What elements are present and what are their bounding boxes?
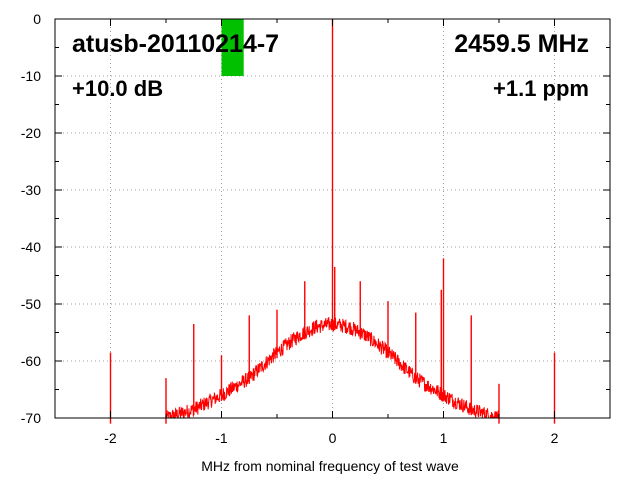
x-tick-label: 0 (329, 430, 337, 446)
y-tick-label: -40 (21, 239, 41, 255)
x-axis-title: MHz from nominal frequency of test wave (201, 458, 459, 474)
device-annotation: atusb-20110214-7 (72, 30, 279, 58)
deviation-annotation: +1.1 ppm (493, 76, 589, 101)
x-tick-label: 1 (440, 430, 448, 446)
y-tick-label: -20 (21, 125, 41, 141)
y-tick-label: -30 (21, 182, 41, 198)
tick-labels: -2 -1 0 1 20-10-20-30-40-50-60-70 (21, 11, 559, 446)
marker-box (221, 19, 244, 76)
frequency-annotation: 2459.5 MHz (454, 30, 589, 58)
y-tick-label: -60 (21, 353, 41, 369)
x-tick-label: -2 (104, 430, 117, 446)
y-tick-label: -10 (21, 68, 41, 84)
axis-ticks (55, 18, 610, 419)
y-tick-label: -50 (21, 296, 41, 312)
spur-series (109, 19, 556, 424)
x-tick-label: -1 (215, 430, 228, 446)
y-tick-label: -70 (21, 410, 41, 426)
y-tick-label: 0 (33, 11, 41, 27)
level-annotation: +10.0 dB (72, 76, 163, 101)
x-tick-label: 2 (551, 430, 559, 446)
